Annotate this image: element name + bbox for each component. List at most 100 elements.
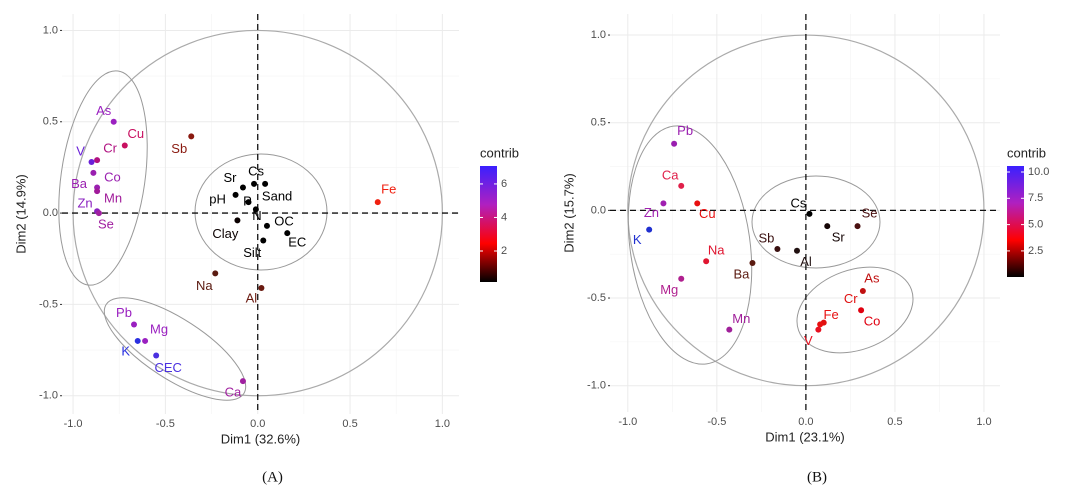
point	[824, 223, 831, 230]
colorbar-label: 7.5	[1028, 192, 1043, 204]
y-tick-label: -0.5	[587, 292, 606, 304]
point-label: Fe	[824, 307, 839, 322]
point-label: Al	[246, 290, 258, 305]
y-axis-title: Dim2 (14.9%)	[13, 174, 28, 253]
y-tick-label: 1.0	[591, 29, 606, 41]
x-tick-label: 0.0	[250, 418, 265, 430]
point-label: Sb	[758, 230, 774, 245]
colorbar-title: contrib	[480, 145, 519, 160]
point-label: N	[252, 208, 261, 223]
point	[374, 199, 381, 206]
point-label: CEC	[154, 360, 181, 375]
x-tick-label: -1.0	[64, 418, 83, 430]
point	[646, 226, 653, 233]
point	[121, 142, 128, 149]
point	[262, 180, 269, 187]
point	[245, 199, 252, 206]
point-label: pH	[209, 191, 226, 206]
x-tick-label: -0.5	[707, 416, 726, 428]
group-ellipse	[627, 125, 753, 365]
point	[234, 217, 241, 224]
point	[749, 259, 756, 266]
point-label: Se	[862, 206, 878, 221]
colorbar-label: 6	[501, 178, 507, 190]
point-label: Mg	[660, 282, 678, 297]
point	[284, 230, 291, 237]
x-tick-label: 0.5	[342, 418, 357, 430]
point	[232, 191, 239, 198]
y-tick-label: 0.5	[591, 117, 606, 129]
colorbar-label: 4	[501, 211, 507, 223]
point	[678, 275, 685, 282]
point-label: Cs	[248, 163, 264, 178]
colorbar-label: 2	[501, 245, 507, 257]
point	[153, 352, 160, 359]
point-label: P	[243, 194, 252, 209]
point	[188, 133, 195, 140]
x-axis-title: Dim1 (23.1%)	[765, 429, 844, 444]
point	[260, 237, 267, 244]
y-tick-label: 0.0	[43, 207, 58, 219]
point	[815, 326, 822, 333]
colorbar-label: 10.0	[1028, 166, 1049, 178]
point	[239, 184, 246, 191]
point	[142, 337, 149, 344]
point	[858, 307, 865, 314]
point	[671, 140, 678, 147]
group-ellipse	[103, 297, 247, 401]
point-label: Ba	[734, 266, 751, 281]
x-tick-label: 1.0	[435, 418, 450, 430]
point-label: Pb	[116, 305, 132, 320]
y-tick-label: 1.0	[43, 24, 58, 36]
x-tick-label: 0.0	[798, 416, 813, 428]
caption: (B)	[807, 469, 827, 485]
y-axis-title: Dim2 (15.7%)	[561, 173, 576, 252]
point-label: Sb	[171, 141, 187, 156]
point	[252, 206, 259, 213]
point-label: OC	[274, 213, 294, 228]
y-tick-label: -1.0	[587, 380, 606, 392]
point	[95, 210, 102, 217]
point	[678, 182, 685, 189]
point-label: K	[121, 343, 130, 358]
x-axis-title: Dim1 (32.6%)	[221, 431, 300, 446]
point	[774, 245, 781, 252]
point-label: Pb	[677, 123, 693, 138]
point	[110, 118, 117, 125]
colorbar-title: contrib	[1007, 145, 1046, 160]
colorbar-label: 5.0	[1028, 219, 1043, 231]
point-label: Cr	[103, 141, 117, 156]
point-label: Ba	[71, 176, 88, 191]
point-label: Mn	[104, 191, 122, 206]
point	[793, 247, 800, 254]
x-tick-label: 1.0	[976, 416, 991, 428]
point-label: Mn	[732, 311, 750, 326]
colorbar	[1007, 166, 1024, 277]
point	[703, 258, 710, 265]
point	[694, 200, 701, 207]
point-label: As	[864, 270, 880, 285]
point	[88, 158, 95, 165]
point-label: V	[76, 143, 85, 158]
colorbar	[480, 166, 497, 282]
point	[251, 180, 258, 187]
point	[817, 321, 824, 328]
x-tick-label: 0.5	[887, 416, 902, 428]
point	[660, 200, 667, 207]
point-label: Cu	[127, 126, 144, 141]
point-label: Clay	[212, 226, 239, 241]
point-label: Na	[196, 278, 213, 293]
y-tick-label: 0.5	[43, 116, 58, 128]
point-label: Se	[98, 217, 114, 232]
point-label: Fe	[381, 182, 396, 197]
x-tick-label: -1.0	[618, 416, 637, 428]
point	[94, 157, 101, 164]
point-label: Cs	[791, 195, 807, 210]
point	[94, 188, 101, 195]
point-label: Al	[800, 254, 812, 269]
point-label: K	[633, 232, 642, 247]
point-label: Na	[708, 243, 725, 258]
point-label: Cr	[844, 291, 858, 306]
point	[212, 270, 219, 277]
point	[726, 326, 733, 333]
